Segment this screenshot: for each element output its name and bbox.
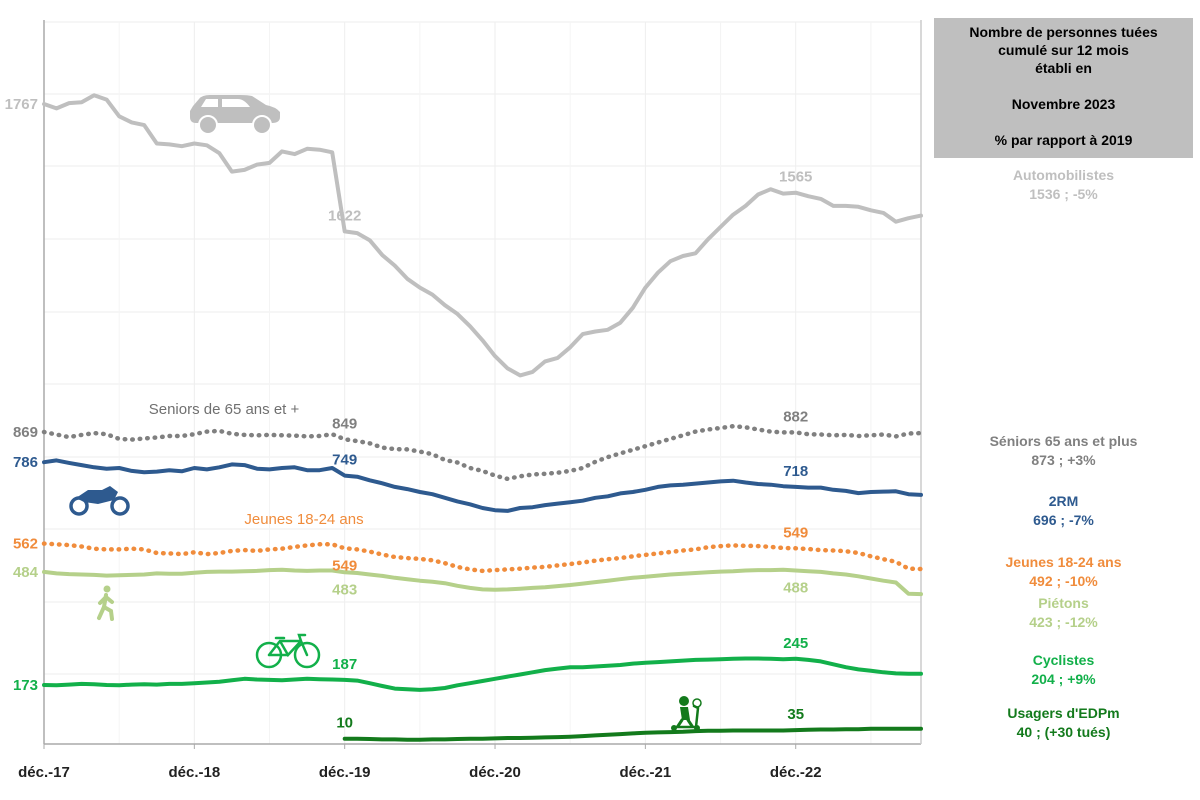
inline-name-jeunes: Jeunes 18-24 ans [244,511,363,528]
legend-value: 696 ; -7% [1033,512,1094,528]
data-label: 187 [332,656,357,673]
bicycle-icon [255,633,321,669]
legend-value: 40 ; (+30 tués) [1016,724,1111,740]
bicycle-frame [267,633,309,658]
data-label: 562 [13,536,38,553]
legend-jeunes: Jeunes 18-24 ans 492 ; -10% [934,553,1193,591]
legend-name: Piétons [1038,595,1089,611]
legend-cyclistes: Cyclistes 204 ; +9% [934,651,1193,689]
series-line-usagers-d-edpm [342,726,923,742]
info-line [934,113,1193,131]
data-label: 549 [332,557,357,574]
car-wheel [252,115,272,135]
car-icon [190,95,280,135]
legend-name: 2RM [1048,493,1079,509]
legend-value: 1536 ; -5% [1029,186,1098,202]
x-tick-label: déc.-17 [18,764,70,781]
info-line: établi en [1035,60,1092,76]
data-label: 869 [13,424,38,441]
data-label: 245 [783,635,808,652]
inline-name-seniors: Seniors de 65 ans et + [149,401,300,418]
x-tick-label: déc.-21 [620,764,672,781]
series-icons [69,95,702,731]
pedestrian-head [103,585,111,593]
legend-name: Automobilistes [1012,167,1115,183]
pedestrian-arm [98,595,114,605]
legend-name: Cyclistes [1032,652,1095,668]
info-box: Nombre de personnes tuées cumulé sur 12 … [934,18,1193,158]
scooter-wheel [671,725,677,731]
series-line-2rm [42,458,923,513]
x-tick-label: déc.-19 [319,764,371,781]
data-label: 786 [13,454,38,471]
bicycle-wheel [293,641,321,669]
series-lines [41,93,924,742]
legend-2rm: 2RM 696 ; -7% [934,492,1193,530]
legend-value: 423 ; -12% [1029,614,1098,630]
data-label: 1565 [779,169,812,186]
pedestrian-icon [97,585,114,621]
scooter-rider-head [679,696,689,706]
info-line: cumulé sur 12 mois [998,42,1129,58]
legend-pietons: Piétons 423 ; -12% [934,594,1193,632]
inline-series-names: Seniors de 65 ans et + Jeunes 18-24 ans [149,401,364,528]
data-label: 549 [783,524,808,541]
legend-edpm: Usagers d'EDPm 40 ; (+30 tués) [934,704,1193,742]
pedestrian-leg [102,605,114,621]
info-line: Novembre 2023 [1011,96,1116,112]
legend-name: Jeunes 18-24 ans [1005,554,1122,570]
legend-value: 492 ; -10% [1029,573,1098,589]
data-label: 488 [783,579,808,596]
legend-value: 873 ; +3% [1031,452,1096,468]
data-label: 173 [13,677,38,694]
car-wheel [198,115,218,135]
data-label: 749 [332,452,357,469]
data-label: 35 [787,706,804,723]
scooter-icon [671,696,702,731]
legend-name: Usagers d'EDPm [1007,705,1120,721]
scooter-rider-body [680,707,690,720]
info-line [934,77,1193,95]
data-label: 10 [336,715,353,732]
series-line-automobilistes [42,93,923,378]
legend-automobilistes: Automobilistes 1536 ; -5% [934,166,1193,204]
series-line-cyclistes [42,656,923,692]
moto-body [76,486,118,504]
data-label: 484 [13,564,39,581]
car-window [201,99,218,107]
series-line-pi-tons [42,567,923,597]
info-line: % par rapport à 2019 [994,132,1133,148]
data-label: 849 [332,415,357,432]
x-tick-label: déc.-18 [168,764,220,781]
x-axis-ticks: déc.-17 déc.-18 déc.-19 déc.-20 déc.-21 déc.-… [18,744,822,781]
data-label: 718 [783,463,808,480]
scooter-rider-legs [676,718,694,728]
axes [43,20,922,745]
legend-seniors: Séniors 65 ans et plus 873 ; +3% [934,432,1193,470]
data-label: 1767 [5,96,38,113]
scooter-wheel [694,725,700,731]
scooter-badge [692,698,702,708]
data-label: 1622 [328,207,361,224]
x-tick-label: déc.-22 [770,764,822,781]
motorcycle-icon [69,486,130,516]
car-window [222,99,250,107]
series-line-seniors-de-65-ans-et- [41,423,924,482]
legend-name: Séniors 65 ans et plus [989,433,1138,449]
series-line-jeunes-18-24-ans [41,541,924,574]
legend-value: 204 ; +9% [1031,671,1096,687]
data-label: 483 [332,581,357,598]
x-tick-label: déc.-20 [469,764,521,781]
info-line: Nombre de personnes tuées [969,24,1158,40]
data-labels: 1767 1622 1565 869 849 882 786 749 718 562 549 549 4… [5,96,813,732]
data-label: 882 [783,408,808,425]
moto-wheel [110,496,130,516]
